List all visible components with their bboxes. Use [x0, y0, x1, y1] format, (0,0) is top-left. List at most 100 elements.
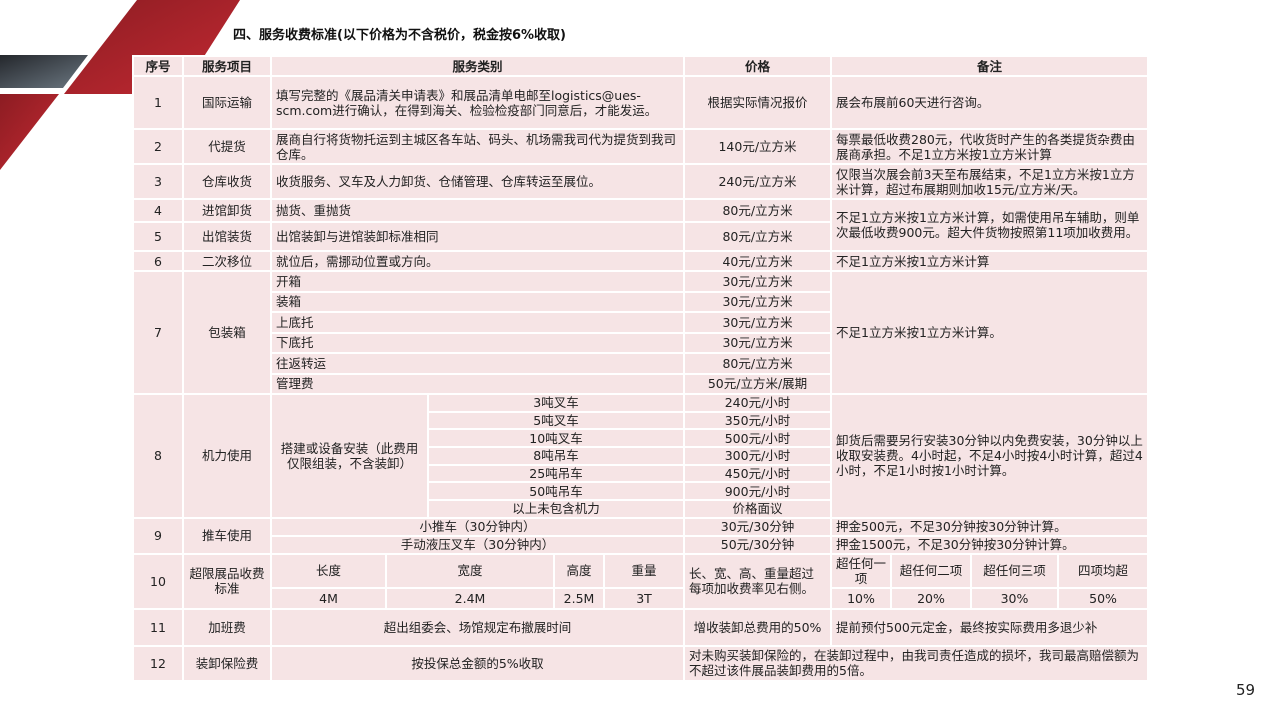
table-row: 11 加班费 超出组委会、场馆规定布撤展时间 增收装卸总费用的50% 提前预付5… [132, 607, 1150, 647]
row-price: 30元/立方米 [683, 290, 833, 313]
row-no: 1 [132, 75, 184, 130]
row-no: 4 [132, 198, 184, 223]
row-item: 二次移位 [182, 250, 272, 272]
row-price: 140元/立方米 [683, 128, 833, 165]
row-item: 装卸保险费 [182, 644, 272, 682]
row-no: 5 [132, 221, 184, 252]
row-price: 80元/立方米 [683, 221, 833, 252]
rate-value: 50% [1057, 586, 1150, 610]
row-no: 11 [132, 607, 184, 647]
row-remark: 展会布展前60天进行咨询。 [830, 75, 1150, 130]
row-price: 900元/小时 [683, 481, 833, 502]
row-no: 12 [132, 644, 184, 682]
row-price: 350元/小时 [683, 410, 833, 431]
dim-label: 长度 [270, 552, 387, 589]
corner-decoration [0, 0, 240, 170]
row-item: 推车使用 [182, 516, 272, 555]
row-remark: 仅限当次展会前3天至布展结束，不足1立方米按1立方米计算，超过布展期则加收15元… [830, 163, 1150, 200]
row-price: 50元/立方米/展期 [683, 372, 833, 395]
row-no: 7 [132, 270, 184, 395]
header-price: 价格 [683, 55, 833, 77]
row-item: 加班费 [182, 607, 272, 647]
row-remark: 押金500元，不足30分钟按30分钟计算。 [830, 516, 1150, 537]
row-price: 40元/立方米 [683, 250, 833, 272]
table-row: 下底托 30元/立方米 [133, 331, 1148, 354]
table-row: 7 包装箱 开箱 30元/立方米 不足1立方米按1立方米计算。 [132, 270, 1150, 395]
row-category: 3吨叉车 [426, 393, 686, 413]
row-price: 80元/立方米 [683, 198, 833, 223]
dim-label: 重量 [602, 552, 686, 589]
page-title: 四、服务收费标准(以下价格为不含税价，税金按6%收取) [233, 28, 566, 43]
row-group: 搭建或设备安装（此费用仅限组装，不含装卸） [270, 393, 429, 519]
header-remark: 备注 [830, 55, 1150, 77]
row-category: 10吨叉车 [426, 428, 686, 449]
red-stripe-top [64, 0, 240, 94]
row-category: 管理费 [269, 372, 686, 395]
row-price: 50元/30分钟 [683, 534, 833, 555]
header-item: 服务项目 [182, 55, 272, 77]
row-price: 240元/立方米 [683, 163, 833, 200]
row-no: 8 [132, 393, 184, 519]
dim-value: 4M [270, 586, 387, 610]
header-no: 序号 [132, 55, 184, 77]
table-row: 4 进馆卸货 抛货、重抛货 80元/立方米 不足1立方米按1立方米计算，如需使用… [132, 198, 1150, 252]
row-category: 装箱 [269, 290, 686, 313]
dim-label: 高度 [553, 552, 605, 589]
table-row: 10 超限展品收费标准 长度 宽度 高度 重量 长、宽、高、重量超过每项加收费率… [132, 552, 1150, 610]
row-category: 收货服务、叉车及人力卸货、仓储管理、仓库转运至展位。 [269, 163, 686, 200]
table-row: 手动液压叉车（30分钟内） 50元/30分钟 押金1500元，不足30分钟按30… [133, 534, 1150, 555]
row-category: 8吨吊车 [426, 446, 686, 466]
service-fee-table: 序号 服务项目 服务类别 价格 备注 1 国际运输 填写完整的《展品清关申请表》… [132, 55, 1150, 682]
row-price: 240元/小时 [683, 393, 833, 413]
row-price: 价格面议 [683, 499, 833, 519]
dim-value: 2.4M [385, 586, 555, 610]
table-row: 8吨吊车 300元/小时 [133, 446, 1148, 466]
row-item: 仓库收货 [182, 163, 272, 200]
rate-label: 超任何一项 [830, 552, 893, 589]
row-category: 25吨吊车 [426, 463, 686, 484]
table-row: 2 代提货 展商自行将货物托运到主城区各车站、码头、机场需我司代为提货到我司仓库… [132, 128, 1150, 165]
row-no: 6 [132, 250, 184, 272]
table-row: 12 装卸保险费 按投保总金额的5%收取 对未购买装卸保险的，在装卸过程中，由我… [132, 644, 1150, 682]
row-item: 机力使用 [182, 393, 272, 519]
row-remark: 卸货后需要另行安装30分钟以内免费安装，30分钟以上收取安装费。4小时起，不足4… [830, 393, 1150, 519]
row-note: 长、宽、高、重量超过每项加收费率见右侧。 [683, 552, 833, 610]
row-category: 开箱 [269, 270, 686, 293]
row-remark: 不足1立方米按1立方米计算，如需使用吊车辅助，则单次最低收费900元。超大件货物… [830, 198, 1150, 252]
red-stripe-bottom [0, 94, 59, 170]
table-row: 3 仓库收货 收货服务、叉车及人力卸货、仓储管理、仓库转运至展位。 240元/立… [132, 163, 1150, 200]
table-row: 9 推车使用 小推车（30分钟内） 30元/30分钟 押金500元，不足30分钟… [132, 516, 1150, 555]
row-no: 3 [132, 163, 184, 200]
row-category: 往返转运 [269, 352, 686, 375]
row-category: 小推车（30分钟内） [269, 516, 686, 537]
row-item: 代提货 [182, 128, 272, 165]
row-price: 80元/立方米 [683, 352, 833, 375]
row-price: 450元/小时 [683, 463, 833, 484]
row-price: 增收装卸总费用的50% [683, 607, 833, 647]
rate-value: 20% [890, 586, 973, 610]
row-price: 300元/小时 [683, 446, 833, 466]
row-category: 50吨吊车 [426, 481, 686, 502]
row-remark: 不足1立方米按1立方米计算 [830, 250, 1150, 272]
table-row: 1 国际运输 填写完整的《展品清关申请表》和展品清单电邮至logistics@u… [132, 75, 1150, 130]
row-price: 30元/立方米 [683, 331, 833, 354]
row-category: 上底托 [269, 311, 686, 334]
row-item: 出馆装货 [182, 221, 272, 252]
row-no: 9 [132, 516, 184, 555]
row-price: 30元/30分钟 [683, 516, 833, 537]
table-row: 4M 2.4M 2.5M 3T 10% 20% 30% 50% [133, 586, 1150, 610]
page-number: 59 [1236, 681, 1256, 699]
row-category: 超出组委会、场馆规定布撤展时间 [269, 607, 686, 647]
row-category: 出馆装卸与进馆装卸标准相同 [269, 221, 686, 252]
dim-label: 宽度 [385, 552, 555, 589]
table-row: 6 二次移位 就位后，需挪动位置或方向。 40元/立方米 不足1立方米按1立方米… [132, 250, 1150, 272]
row-no: 2 [132, 128, 184, 165]
rate-value: 30% [970, 586, 1060, 610]
dim-value: 3T [602, 586, 686, 610]
header-category: 服务类别 [269, 55, 686, 77]
row-remark: 每票最低收费280元，代收货时产生的各类提货杂费由展商承担。不足1立方米按1立方… [830, 128, 1150, 165]
row-item: 包装箱 [182, 270, 272, 395]
row-price: 500元/小时 [683, 428, 833, 449]
dim-value: 2.5M [553, 586, 605, 610]
row-item: 进馆卸货 [182, 198, 272, 223]
